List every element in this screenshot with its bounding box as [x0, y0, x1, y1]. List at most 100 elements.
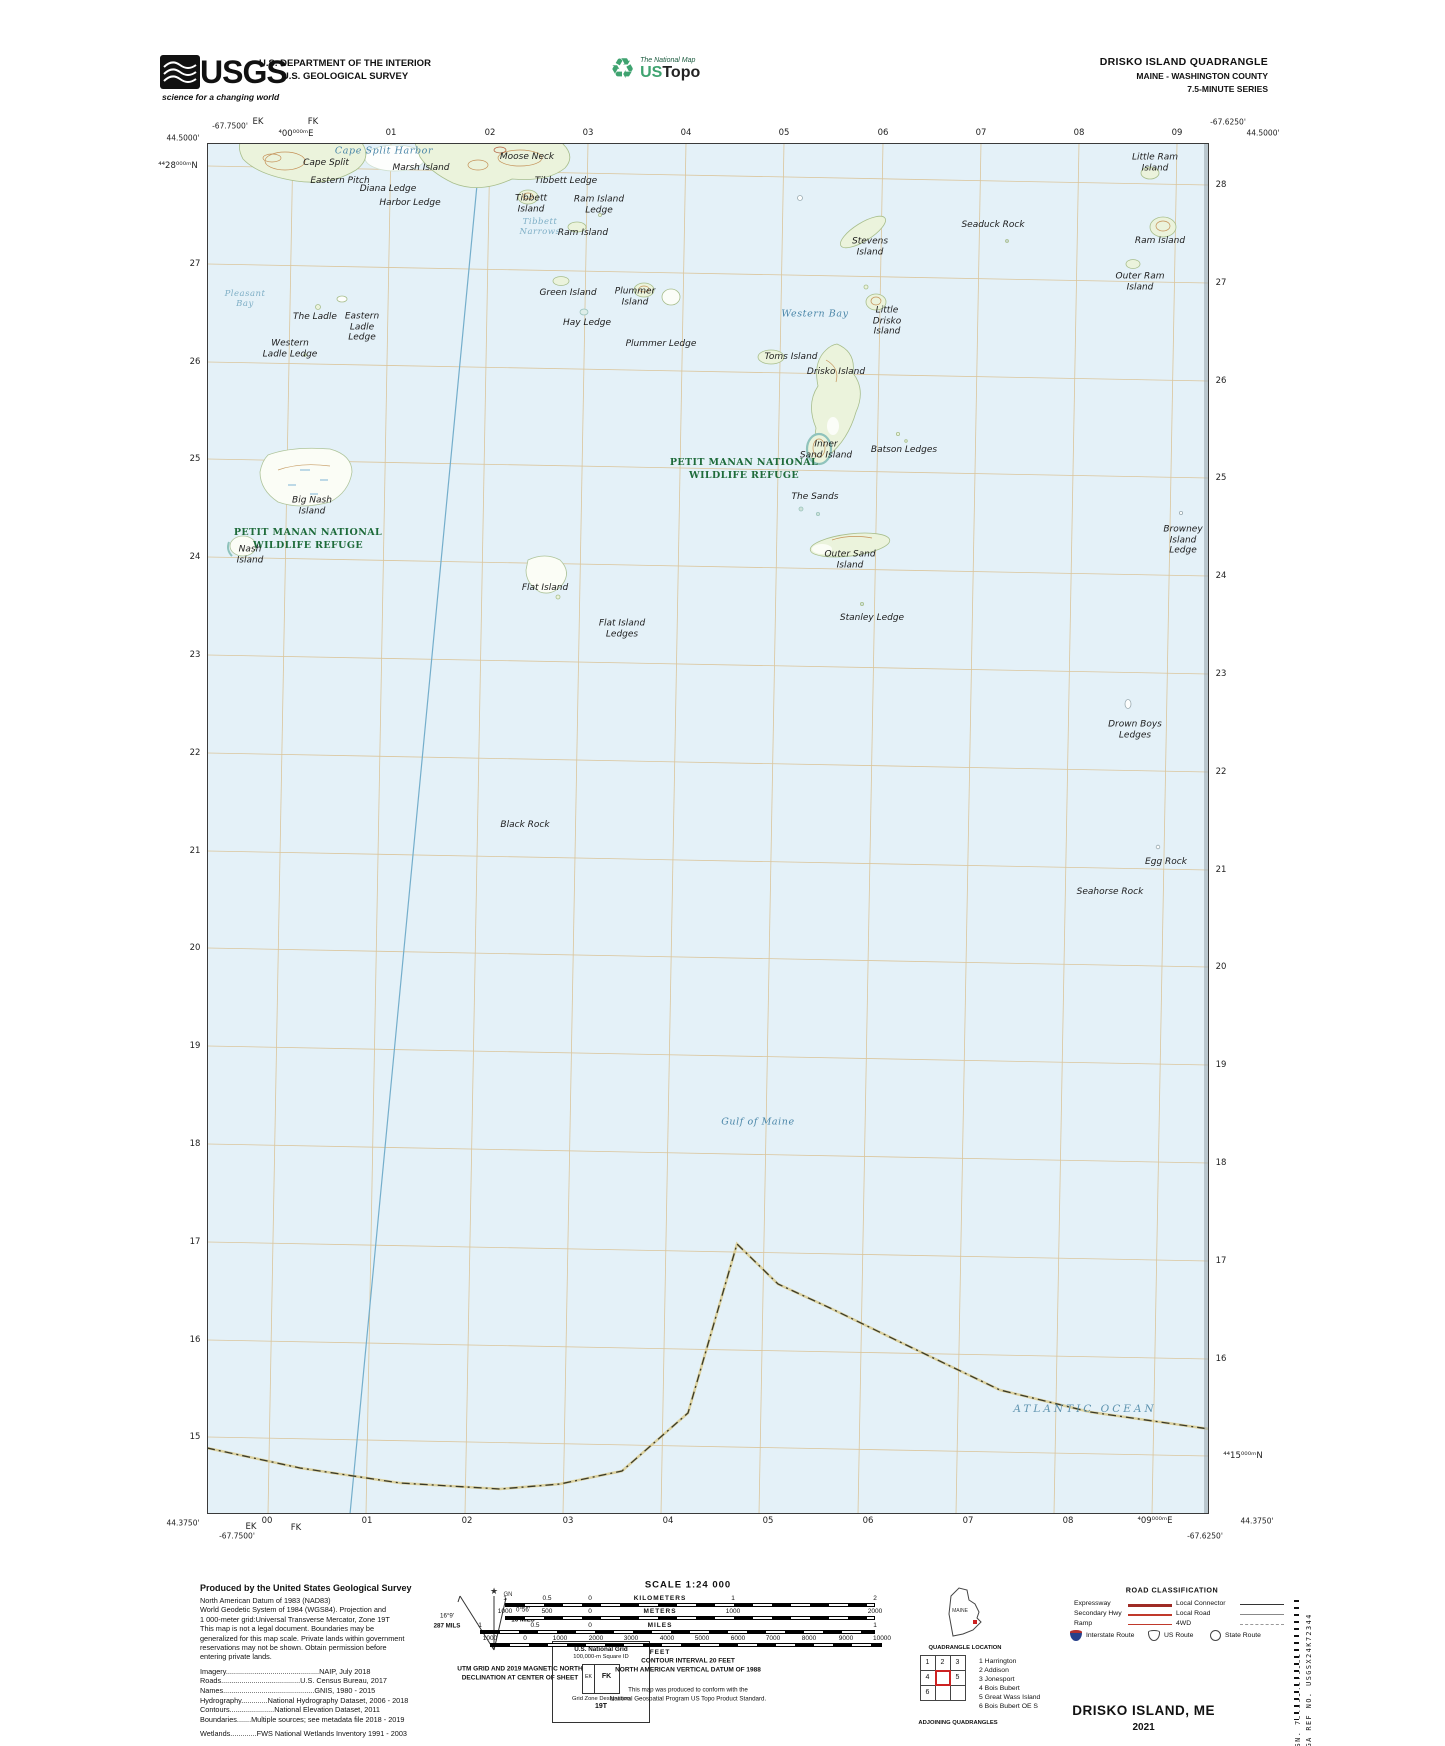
declination-mn-deg: 16°9': [440, 1612, 454, 1620]
map-label: Plummer Island: [614, 286, 656, 308]
sands-speck1: [798, 506, 804, 512]
ustopo-logo: ♻ The National Map USTopo: [610, 55, 700, 83]
map-label: 02: [461, 1516, 473, 1526]
state-route-shield-icon: [1210, 1630, 1221, 1641]
islet-speck: [797, 195, 803, 201]
map-label: 04: [662, 1516, 674, 1526]
map-label: 22: [1215, 767, 1227, 777]
map-label: 16: [189, 1335, 201, 1345]
map-label: 20: [189, 943, 201, 953]
map-label: EK: [245, 1522, 257, 1532]
map-label: Stevens Island: [851, 236, 889, 258]
adjoining-caption: ADJOINING QUADRANGLES: [918, 1720, 998, 1726]
usng-square-diagram: EK FK: [582, 1664, 620, 1694]
map-label: Drisko Island: [806, 366, 866, 377]
sheet-title-block: DRISKO ISLAND, ME 2021: [1072, 1703, 1215, 1733]
flat-island: [525, 555, 567, 594]
map-label: 06: [862, 1516, 874, 1526]
map-label: 05: [778, 128, 790, 138]
islet-speck2: [863, 284, 869, 290]
plummer-island: [633, 282, 655, 298]
map-label: Green Island: [539, 287, 597, 298]
outer-ram-island: [1125, 259, 1141, 269]
ladle-speck: [315, 304, 321, 310]
map-label: Seahorse Rock: [1076, 886, 1144, 897]
map-label: 18: [1215, 1158, 1227, 1168]
adjoining-list: 1 Harrington 2 Addison 3 Jonesport 4 Boi…: [979, 1658, 1041, 1710]
conform-note1: This map was produced to conform with th…: [628, 1686, 748, 1694]
map-label: FK: [307, 117, 319, 127]
hay-ledge: [579, 308, 589, 316]
map-label: Browney Island Ledge: [1163, 524, 1203, 556]
map-label: Little Drisko Island: [872, 305, 902, 337]
quadrangle-location-map: MAINE: [948, 1587, 982, 1637]
map-label: Big Nash Island: [292, 495, 332, 517]
map-label: Inner Sand Island: [799, 439, 853, 461]
right-edge-band: [1204, 144, 1208, 1513]
map-label: Cape Split: [303, 157, 349, 168]
map-label: 01: [385, 128, 397, 138]
quadrangle-subtitle: MAINE - WASHINGTON COUNTY: [1136, 71, 1268, 81]
map-label: Diana Ledge: [359, 183, 417, 194]
sheet-year: 2021: [1132, 1722, 1155, 1733]
map-label: 26: [1215, 376, 1227, 386]
map-label: The Ladle: [293, 311, 337, 322]
credits-lines: North American Datum of 1983 (NAD83) Worl…: [200, 1596, 405, 1662]
scale-bar: [480, 1630, 875, 1634]
dept-line2: U.S. GEOLOGICAL SURVEY: [281, 71, 409, 82]
map-label: 08: [1073, 128, 1085, 138]
map-label: Stanley Ledge: [839, 612, 905, 623]
map-label: ⁴⁴15⁰⁰⁰ᵐN: [1223, 1451, 1263, 1461]
map-label: Seaduck Rock: [961, 219, 1025, 230]
map-label: -67.7500': [212, 121, 248, 131]
map-label: 22: [189, 748, 201, 758]
scale-bar: [505, 1616, 875, 1620]
scale-title: SCALE 1:24 000: [644, 1579, 732, 1591]
stevens-island: [840, 215, 886, 249]
usgs-logo: USGS: [160, 54, 288, 90]
svg-text:MAINE: MAINE: [952, 1608, 969, 1614]
map-label: Hay Ledge: [563, 317, 611, 328]
outer-sand-white: [812, 544, 832, 554]
stanley-speck: [860, 602, 865, 607]
flat-island-tail: [555, 594, 561, 600]
barcode: [1294, 1600, 1299, 1720]
seaduck-rock: [1005, 239, 1009, 243]
drisko-white-patch: [827, 417, 839, 435]
map-label: 15: [189, 1432, 201, 1442]
map-label: 08: [1062, 1516, 1074, 1526]
map-label: 24: [189, 552, 201, 562]
map-label: Ram Island: [557, 227, 609, 238]
map-label: 06: [877, 128, 889, 138]
declination-caption2: DECLINATION AT CENTER OF SHEET: [461, 1674, 579, 1682]
map-label: PETIT MANAN NATIONAL WILDLIFE REFUGE: [233, 527, 383, 551]
vertical-datum: NORTH AMERICAN VERTICAL DATUM OF 1988: [615, 1666, 761, 1674]
western-ladle-speck: [303, 353, 307, 357]
map-label: 07: [962, 1516, 974, 1526]
svg-text:★: ★: [490, 1586, 498, 1596]
map-label: 44.3750': [1240, 1516, 1274, 1526]
nash-island: [229, 535, 257, 557]
inner-sand-island: [805, 432, 833, 466]
map-label: Egg Rock: [1145, 856, 1187, 867]
usng-box: U.S. National Grid 100,000-m Square ID E…: [552, 1641, 650, 1723]
map-label: -67.6250': [1187, 1531, 1223, 1541]
map-label: Tibbett Island: [514, 193, 548, 215]
map-label: 26: [189, 357, 201, 367]
green-island: [552, 276, 570, 286]
credits-title: Produced by the United States Geological…: [200, 1583, 412, 1593]
map-label: 28: [1215, 180, 1227, 190]
map-label: 20: [1215, 962, 1227, 972]
cable-line: [349, 144, 482, 1513]
declination-gn-deg: 0°56': [516, 1606, 530, 1614]
little-ram-island: [1140, 166, 1160, 180]
map-label: Batson Ledges: [870, 444, 938, 455]
usgs-wordmark: USGS: [200, 54, 288, 90]
scale-bar: [505, 1603, 875, 1607]
usng-square-fk: FK: [601, 1673, 612, 1680]
us-route-label: US Route: [1164, 1632, 1194, 1639]
batson-speck2: [904, 439, 908, 443]
